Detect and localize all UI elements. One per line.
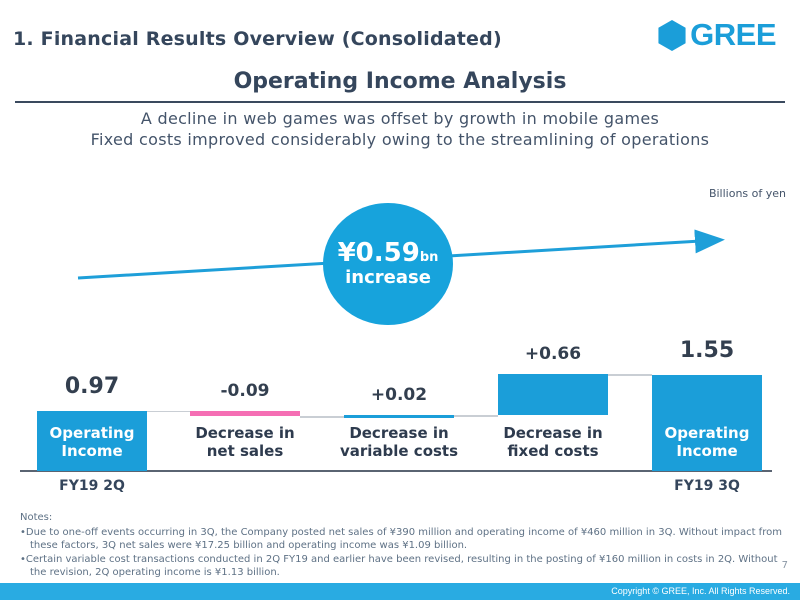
notes-heading: Notes: [20,512,53,523]
highlight-amount: ¥0.59bn [337,238,439,268]
connector-line [300,416,344,418]
waterfall-bar-3 [498,374,608,416]
hexagon-logo-icon [658,19,686,51]
subtitle-line-1: A decline in web games was offset by gro… [140,109,660,128]
waterfall-bar-0 [37,410,147,471]
waterfall-bar-2 [344,415,454,418]
connector-line [608,374,652,376]
bar-value-label: +0.02 [370,385,428,406]
waterfall-bar-4 [652,374,762,471]
notes-section: Notes: Due to one-off events occurring i… [20,511,782,580]
bar-value-label: +0.66 [524,344,582,365]
note-item: Certain variable cost transactions condu… [20,553,782,580]
connector-line [147,410,190,413]
bar-category-label: Decrease in net sales [195,424,295,460]
bar-value-label: -0.09 [220,380,270,401]
connector-line [454,415,498,417]
bar-category-label: Operating Income [49,424,135,460]
slide-subtitle: A decline in web games was offset by gro… [0,108,800,150]
highlight-caption: increase [345,267,431,288]
bar-value-label: 0.97 [64,373,120,399]
title-divider [15,101,785,103]
bar-value-label: 1.55 [679,337,735,363]
bar-category-label: Decrease in fixed costs [503,424,603,460]
note-item: Due to one-off events occurring in 3Q, t… [20,526,782,553]
page-title: Operating Income Analysis [233,69,567,94]
logo-wordmark: GREE [690,17,776,52]
x-axis-line [20,470,772,472]
bar-category-label: Operating Income [664,424,750,460]
page-number: 7 [781,560,788,571]
footer-copyright-bar: Copyright © GREE, Inc. All Rights Reserv… [0,583,800,600]
gree-logo: GREE [658,17,776,53]
unit-label: Billions of yen [708,187,786,200]
increase-highlight-badge: ¥0.59bn increase [323,203,453,325]
x-axis-label: FY19 2Q [59,478,125,494]
section-title: 1. Financial Results Overview (Consolida… [13,28,502,50]
notes-list: Due to one-off events occurring in 3Q, t… [20,526,782,580]
waterfall-bar-1 [190,410,300,417]
bar-category-label: Decrease in variable costs [339,424,459,460]
subtitle-line-2: Fixed costs improved considerably owing … [90,130,710,149]
x-axis-label: FY19 3Q [674,478,740,494]
